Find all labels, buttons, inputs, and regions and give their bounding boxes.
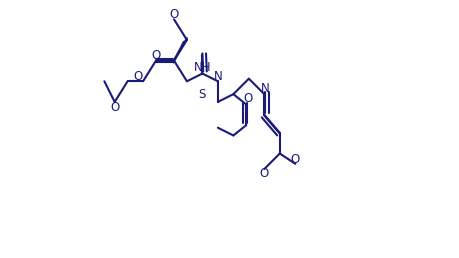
Text: N: N <box>261 82 269 95</box>
Text: O: O <box>243 92 253 105</box>
Text: O: O <box>110 101 119 114</box>
Text: S: S <box>199 88 206 101</box>
Text: NH: NH <box>194 61 211 74</box>
Text: O: O <box>291 153 300 166</box>
Text: O: O <box>151 49 161 62</box>
Text: O: O <box>260 167 269 180</box>
Text: O: O <box>134 70 143 83</box>
Text: N: N <box>213 70 222 83</box>
Text: O: O <box>169 8 179 21</box>
